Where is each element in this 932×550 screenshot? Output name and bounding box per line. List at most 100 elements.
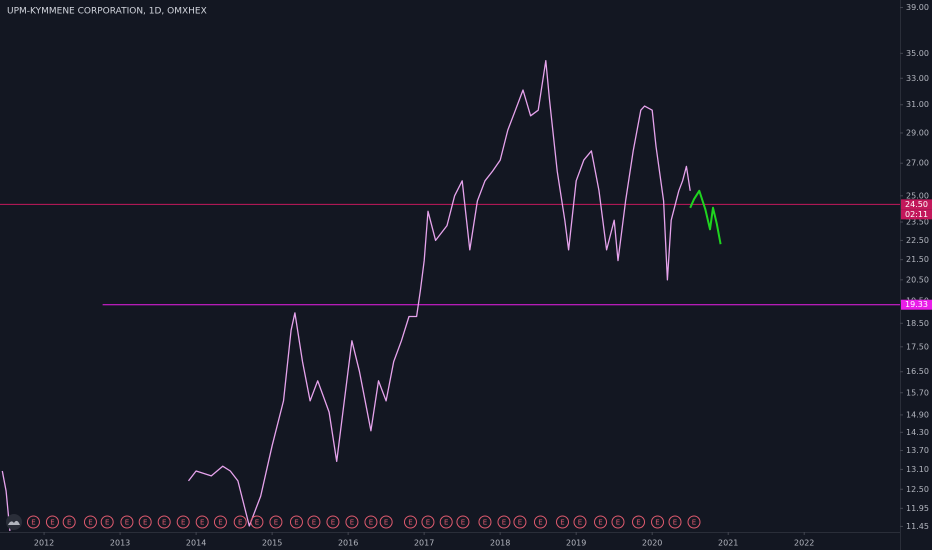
earnings-label: E: [384, 519, 388, 527]
y-tick-label: 13.10: [906, 465, 929, 474]
countdown: 02:11: [905, 210, 928, 219]
earnings-label: E: [312, 519, 316, 527]
x-tick-label: 2020: [642, 539, 662, 548]
earnings-label: E: [461, 519, 465, 527]
earnings-marker: [345, 515, 359, 529]
earnings-marker: [687, 515, 701, 529]
y-tick-label: 14.30: [906, 428, 929, 437]
earnings-marker: [556, 515, 569, 529]
y-tick-label: 27.00: [906, 159, 929, 168]
earnings-label: E: [408, 519, 412, 527]
earnings-marker: [289, 515, 303, 529]
x-tick-label: 2017: [414, 539, 434, 548]
earnings-marker: [456, 515, 470, 529]
logo: [6, 514, 22, 530]
earnings-marker: [307, 515, 321, 529]
earnings-label: E: [655, 519, 659, 527]
earnings-label: E: [200, 519, 204, 527]
logo-mark: [8, 520, 20, 525]
earnings-marker: [668, 515, 682, 529]
y-tick-label: 29.00: [906, 128, 929, 137]
y-tick-label: 39.00: [906, 3, 929, 12]
earnings-label: E: [444, 519, 448, 527]
earnings-label: E: [218, 519, 222, 527]
earnings-label: E: [350, 519, 354, 527]
earnings-label: E: [616, 519, 620, 527]
earnings-marker: [651, 515, 665, 529]
earnings-label: E: [369, 519, 373, 527]
earnings-marker: [157, 515, 171, 529]
earnings-label: E: [255, 519, 259, 527]
price-tag-label: 24.50: [905, 200, 928, 209]
y-tick-label: 23.50: [906, 218, 929, 227]
earnings-label: E: [483, 519, 487, 527]
price-tag-label: 19.33: [905, 300, 928, 309]
y-tick-label: 13.70: [906, 446, 929, 455]
earnings-marker: [326, 515, 340, 529]
earnings-label: E: [692, 519, 696, 527]
chart-title: UPM-KYMMENE CORPORATION, 1D, OMXHEX: [7, 7, 207, 17]
earnings-marker: [478, 515, 492, 529]
earnings-label: E: [105, 519, 109, 527]
y-tick-label: 12.50: [906, 485, 929, 494]
y-tick-label: 35.00: [906, 49, 929, 58]
earnings-label: E: [143, 519, 147, 527]
earnings-label: E: [274, 519, 278, 527]
price-tag: [901, 299, 932, 310]
earnings-label: E: [88, 519, 92, 527]
earnings-label: E: [162, 519, 166, 527]
earnings-marker: [632, 515, 646, 529]
earnings-marker: [533, 515, 547, 529]
earnings-marker: [269, 515, 283, 529]
earnings-marker: [364, 515, 378, 529]
earnings-marker: [62, 515, 76, 529]
y-tick-label: 21.50: [906, 255, 929, 264]
y-tick-label: 15.70: [906, 388, 929, 397]
earnings-marker: [573, 515, 587, 529]
earnings-label: E: [598, 519, 602, 527]
earnings-marker: [100, 515, 114, 529]
earnings-marker: [233, 515, 247, 529]
y-tick-label: 11.95: [906, 504, 929, 513]
earnings-marker: [83, 515, 97, 529]
earnings-label: E: [331, 519, 335, 527]
earnings-label: E: [31, 519, 35, 527]
y-tick-label: 31.00: [906, 100, 929, 109]
earnings-label: E: [125, 519, 129, 527]
y-tick-label: 18.50: [906, 319, 929, 328]
earnings-marker: [594, 515, 608, 529]
earnings-marker: [497, 515, 511, 529]
price-tag: [901, 199, 932, 210]
y-tick-label: 14.90: [906, 410, 929, 419]
earnings-label: E: [578, 519, 582, 527]
y-tick-label: 33.00: [906, 74, 929, 83]
x-tick-label: 2016: [338, 539, 358, 548]
earnings-marker: [250, 515, 264, 529]
earnings-marker: [611, 515, 625, 529]
x-tick-label: 2014: [186, 539, 206, 548]
y-tick-label: 20.50: [906, 275, 929, 284]
x-tick-label: 2019: [566, 539, 586, 548]
y-tick-label: 11.45: [906, 522, 929, 531]
projection-line: [689, 189, 722, 245]
x-tick-label: 2012: [34, 539, 54, 548]
x-tick-label: 2015: [262, 539, 282, 548]
earnings-marker: [26, 515, 40, 529]
x-tick-label: 2013: [110, 539, 130, 548]
x-tick-label: 2018: [490, 539, 510, 548]
y-tick-label: 22.50: [906, 236, 929, 245]
earnings-marker: [403, 515, 417, 529]
earnings-label: E: [67, 519, 71, 527]
earnings-label: E: [636, 519, 640, 527]
earnings-marker: [513, 515, 527, 529]
earnings-label: E: [502, 519, 506, 527]
earnings-label: E: [50, 519, 54, 527]
countdown-tag: [901, 209, 932, 220]
x-tick-label: 2022: [794, 539, 814, 548]
earnings-label: E: [518, 519, 522, 527]
earnings-marker: [213, 515, 227, 529]
earnings-marker: [45, 515, 59, 529]
earnings-marker: [138, 515, 152, 529]
